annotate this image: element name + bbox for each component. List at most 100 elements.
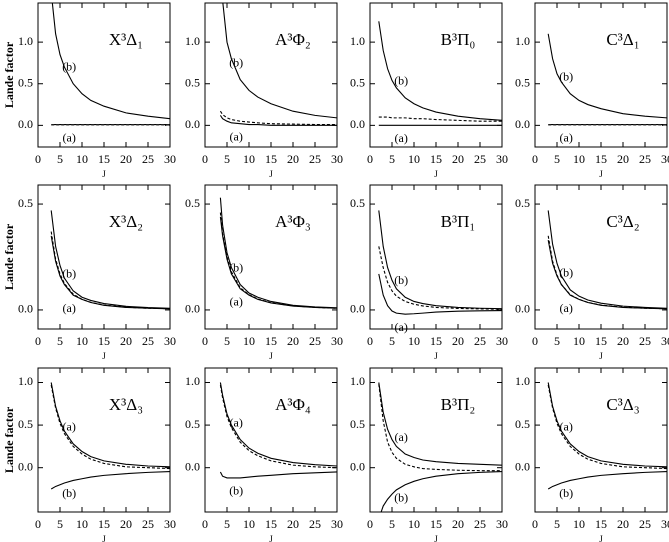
y-tick-label: 1.0: [350, 34, 365, 48]
panel: 0 5 10 15 20 25 30 0.0 0.5 1.0 J B³Π₀ (b) (a): [350, 2, 508, 179]
x-tick-label: 15: [265, 517, 277, 531]
x-tick-label: 30: [661, 334, 669, 348]
x-tick-label: 25: [474, 152, 486, 166]
y-tick-label: 1.0: [18, 374, 33, 388]
curve-label: (b): [62, 59, 76, 73]
plot-frame: [534, 184, 668, 330]
x-tick-label: 25: [474, 334, 486, 348]
x-tick-label: 0: [202, 334, 208, 348]
x-tick-label: 20: [617, 517, 629, 531]
x-tick-label: 15: [430, 517, 442, 531]
curve: [219, 197, 337, 309]
x-tick-label: 0: [367, 334, 373, 348]
x-axis-label: J: [599, 534, 603, 542]
x-tick-label: 0: [35, 152, 41, 166]
curve-label: (b): [559, 266, 573, 280]
y-tick-label: 0.5: [18, 196, 33, 210]
x-tick-label: 30: [496, 334, 508, 348]
x-tick-label: 30: [164, 517, 176, 531]
curve-label: (a): [560, 420, 573, 434]
curve: [219, 384, 337, 469]
x-tick-label: 10: [243, 152, 255, 166]
x-tick-label: 10: [408, 334, 420, 348]
plot-area: [219, 3, 337, 126]
plot-frame: [37, 184, 171, 330]
curve: [50, 231, 170, 310]
panel: 0 5 10 15 20 25 30 0.0 0.5 J B³Π₁ (b) (a): [350, 184, 508, 361]
y-tick-label: 0.5: [185, 196, 200, 210]
curve-label: (b): [394, 273, 408, 287]
plot-frame: [204, 2, 338, 148]
x-tick-label: 0: [35, 517, 41, 531]
y-tick-label: 0.0: [185, 459, 200, 473]
panel-title: C³Δ₃: [606, 395, 639, 414]
x-axis-label: J: [102, 351, 106, 361]
curve: [50, 382, 170, 468]
plot-area: [51, 3, 170, 126]
panel: 0 5 10 15 20 25 30 0.0 0.5 J A³Φ₃ (b) (a): [185, 184, 343, 361]
x-tick-label: 30: [496, 152, 508, 166]
x-tick-label: 30: [164, 152, 176, 166]
y-tick-label: 0.5: [18, 75, 33, 89]
x-tick-label: 30: [661, 517, 669, 531]
x-tick-label: 20: [452, 334, 464, 348]
y-tick-label: 1.0: [515, 374, 530, 388]
curve: [222, 3, 337, 119]
curve: [219, 212, 337, 309]
panel: 0 5 10 15 20 25 30 0.0 0.5 1.0 J A³Φ₄ (a) (b): [185, 367, 343, 542]
x-tick-label: 30: [331, 334, 343, 348]
x-axis-label: J: [269, 351, 273, 361]
plot-area: [547, 382, 667, 490]
y-tick-label: 1.0: [350, 374, 365, 388]
x-tick-label: 20: [287, 517, 299, 531]
curve: [547, 382, 667, 468]
panel: 0 5 10 15 20 25 30 0.0 0.5 1.0 J B³Π₂ (a) (b): [350, 367, 508, 542]
plot-area: [378, 210, 502, 315]
x-tick-label: 0: [202, 152, 208, 166]
plot-frame: [37, 367, 171, 513]
x-tick-label: 5: [224, 517, 230, 531]
x-axis-label: J: [269, 169, 273, 179]
plot-area: [219, 382, 337, 479]
x-tick-label: 0: [35, 334, 41, 348]
panel-title: B³Π₀: [441, 30, 476, 49]
curve: [547, 470, 667, 490]
y-tick-label: 1.0: [185, 374, 200, 388]
panel-title: A³Φ₄: [275, 395, 311, 414]
plot-frame: [534, 367, 668, 513]
y-tick-label: 0.5: [350, 196, 365, 210]
y-tick-label: 1.0: [18, 34, 33, 48]
y-tick-label: 0.0: [515, 302, 530, 316]
panel-title: C³Δ₁: [606, 30, 639, 49]
x-tick-label: 10: [573, 334, 585, 348]
x-tick-label: 15: [595, 334, 607, 348]
curve-label: (a): [230, 295, 243, 309]
curve-label: (b): [62, 486, 76, 500]
x-tick-label: 15: [98, 334, 110, 348]
panel-title: A³Φ₃: [275, 212, 311, 231]
x-tick-label: 15: [265, 152, 277, 166]
x-axis-label: J: [102, 169, 106, 179]
panel: 0 5 10 15 20 25 30 0.0 0.5 J Lande factor X³Δ₂ (b) (a…: [2, 184, 176, 361]
x-tick-label: 25: [309, 334, 321, 348]
curve: [378, 273, 502, 315]
x-tick-label: 20: [287, 152, 299, 166]
panel-title: X³Δ₂: [109, 212, 143, 231]
x-tick-label: 5: [554, 334, 560, 348]
curve: [50, 470, 170, 490]
x-tick-label: 20: [617, 334, 629, 348]
plot-frame: [37, 2, 171, 148]
curve: [378, 21, 502, 121]
x-tick-label: 5: [389, 334, 395, 348]
x-tick-label: 10: [76, 334, 88, 348]
plot-frame: [369, 2, 503, 148]
x-axis-label: J: [434, 169, 438, 179]
curve-label: (a): [395, 430, 408, 444]
plot-frame: [369, 367, 503, 513]
y-tick-label: 0.0: [18, 117, 33, 131]
y-axis-label: Lande factor: [2, 223, 16, 290]
x-axis-label: J: [434, 534, 438, 542]
y-tick-label: 0.5: [350, 75, 365, 89]
y-tick-label: 0.5: [18, 417, 33, 431]
panel-title: X³Δ₁: [109, 30, 143, 49]
